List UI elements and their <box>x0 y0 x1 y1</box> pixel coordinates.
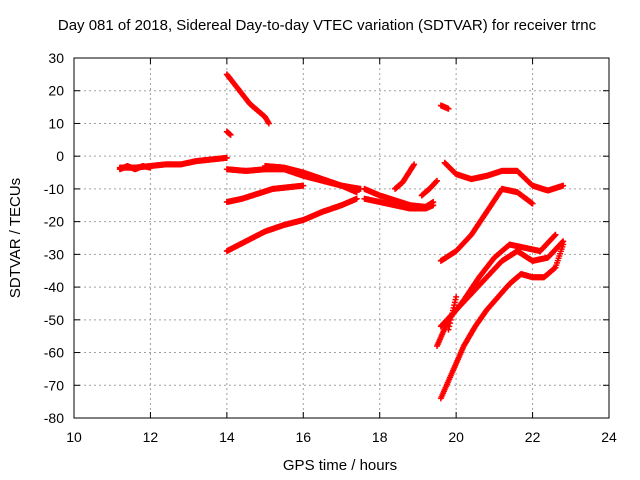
series-4 <box>223 128 234 138</box>
series-12 <box>418 177 441 199</box>
x-tick-label: 14 <box>219 429 235 445</box>
series-14 <box>441 159 567 194</box>
data-point <box>552 231 559 238</box>
data-point <box>446 323 453 330</box>
x-tick-label: 24 <box>601 429 617 445</box>
data-point <box>445 105 452 112</box>
series-11 <box>392 161 418 192</box>
series-8 <box>223 195 360 255</box>
x-tick-label: 12 <box>143 429 159 445</box>
y-tick-label: 0 <box>56 148 64 164</box>
data-point <box>447 320 454 327</box>
y-tick-label: 30 <box>48 50 64 66</box>
x-tick-labels: 10 12 14 16 18 20 22 24 <box>66 429 617 445</box>
data-point <box>433 178 440 185</box>
series-20 <box>437 241 567 402</box>
x-tick-label: 22 <box>525 429 541 445</box>
x-tick-label: 10 <box>66 429 82 445</box>
y-axis-label: SDTVAR / TECUs <box>7 178 24 298</box>
x-tick-label: 20 <box>448 429 464 445</box>
data-point <box>498 187 505 194</box>
y-tick-label: -70 <box>44 377 64 393</box>
data-point <box>499 185 505 192</box>
chart-title: Day 081 of 2018, Sidereal Day-to-day VTE… <box>58 17 597 34</box>
data-point <box>223 154 230 161</box>
y-tick-label: 20 <box>48 83 64 99</box>
series-2 <box>116 163 154 173</box>
series-13 <box>437 102 452 112</box>
y-tick-label: 10 <box>48 115 64 131</box>
series-10 <box>361 195 437 212</box>
series-16 <box>437 185 505 264</box>
data-point <box>529 200 536 207</box>
y-tick-label: -20 <box>44 214 64 230</box>
data-point <box>560 241 567 248</box>
data-point <box>227 131 234 138</box>
data-points <box>116 71 567 402</box>
y-tick-label: -40 <box>44 279 64 295</box>
y-tick-label: -50 <box>44 312 64 328</box>
data-point <box>430 202 437 209</box>
data-point <box>560 182 567 189</box>
x-tick-label: 16 <box>295 429 311 445</box>
series-17 <box>434 231 559 349</box>
y-tick-label: -10 <box>44 181 64 197</box>
data-point <box>300 182 307 189</box>
x-axis-label: GPS time / hours <box>283 457 397 474</box>
data-point <box>353 189 360 196</box>
data-point <box>353 195 360 202</box>
series-15 <box>499 185 536 207</box>
axis-ticks <box>73 57 610 419</box>
data-point <box>434 177 441 184</box>
plot-border <box>73 57 610 419</box>
data-point <box>147 164 154 171</box>
y-tick-label: -30 <box>44 246 64 262</box>
series-6 <box>262 163 360 196</box>
x-tick-label: 18 <box>372 429 388 445</box>
data-point <box>411 161 418 168</box>
series-7 <box>223 182 307 205</box>
data-point <box>445 326 452 333</box>
y-tick-label: -60 <box>44 345 64 361</box>
data-point <box>410 162 417 169</box>
data-point <box>265 120 272 127</box>
data-point <box>453 293 460 300</box>
series-3 <box>223 71 272 127</box>
grid-lines <box>74 58 609 418</box>
y-tick-label: -80 <box>44 410 64 426</box>
y-tick-labels: -80 -70 -60 -50 -40 -30 -20 -10 0 10 20 30 <box>44 50 64 426</box>
